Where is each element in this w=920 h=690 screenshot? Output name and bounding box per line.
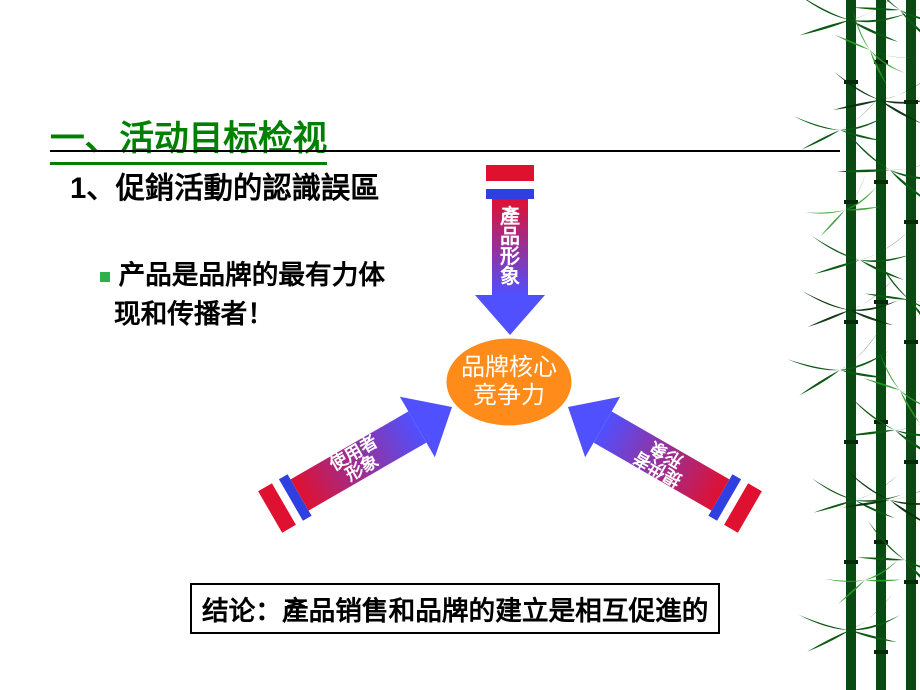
arrow-left-label: 使用者形象 [327, 433, 389, 489]
title-rule [50, 150, 840, 152]
bullet-line1: 产品是品牌的最有力体 [118, 260, 385, 290]
title-wrap: 一、活动目标检视 [50, 110, 327, 165]
center-label-line2: 竞争力 [461, 382, 557, 410]
center-node-label: 品牌核心 竞争力 [446, 338, 572, 426]
bullet-line2: 现和传播者！ [114, 292, 410, 331]
slide-subtitle: 1、促銷活動的認識誤區 [70, 165, 380, 207]
arrow-right-label: 提供者形象 [630, 433, 692, 489]
bamboo-decoration [780, 0, 920, 690]
slide-root: 一、活动目标检视 1、促銷活動的認識誤區 产品是品牌的最有力体 现和传播者！ 品… [0, 0, 920, 690]
conclusion-box: 结论：產品销售和品牌的建立是相互促進的 [190, 583, 720, 634]
slide-title: 一、活动目标检视 [50, 110, 327, 165]
center-label-line1: 品牌核心 [461, 354, 557, 382]
arrow-top-label: 產品形象 [500, 207, 520, 287]
bullet-point: 产品是品牌的最有力体 现和传播者！ [100, 253, 410, 331]
bullet-marker-icon [100, 272, 110, 282]
